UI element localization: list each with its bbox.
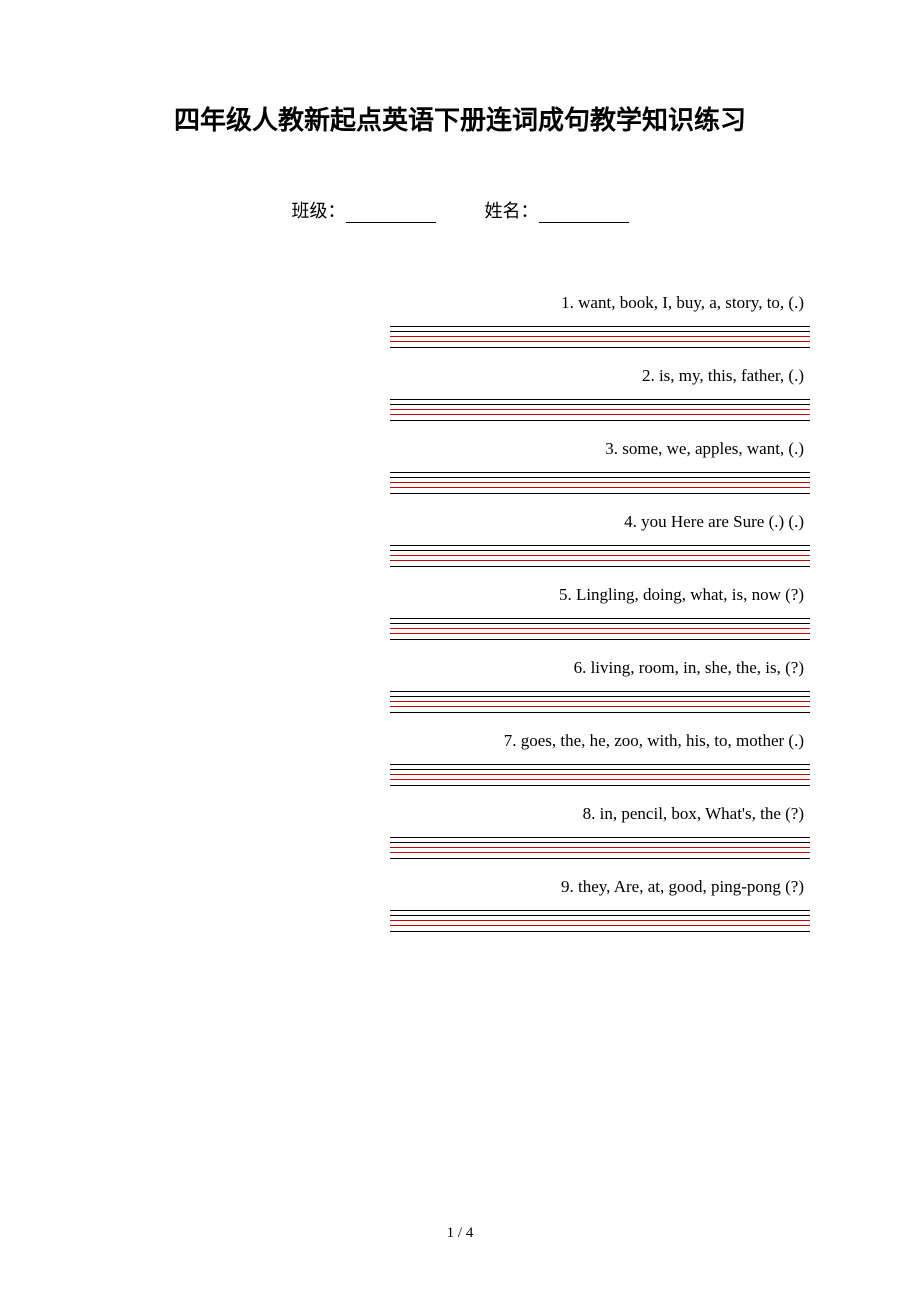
question-text: 4. you Here are Sure (.) (.) bbox=[390, 512, 810, 532]
question-text: 9. they, Are, at, good, ping-pong (?) bbox=[390, 877, 810, 897]
page-number: 1 / 4 bbox=[0, 1225, 920, 1242]
question-text: 5. Lingling, doing, what, is, now (?) bbox=[390, 585, 810, 605]
question-text: 2. is, my, this, father, (.) bbox=[390, 366, 810, 386]
page-title: 四年级人教新起点英语下册连词成句教学知识练习 bbox=[0, 100, 920, 137]
question-text: 3. some, we, apples, want, (.) bbox=[390, 439, 810, 459]
questions-list: 1. want, book, I, buy, a, story, to, (.)… bbox=[390, 293, 810, 932]
answer-lines bbox=[390, 615, 810, 640]
answer-lines bbox=[390, 323, 810, 348]
name-label: 姓名： bbox=[485, 197, 539, 223]
question-item: 4. you Here are Sure (.) (.) bbox=[390, 512, 810, 567]
question-item: 6. living, room, in, she, the, is, (?) bbox=[390, 658, 810, 713]
question-text: 8. in, pencil, box, What's, the (?) bbox=[390, 804, 810, 824]
answer-lines bbox=[390, 834, 810, 859]
class-label: 班级： bbox=[292, 197, 346, 223]
name-blank bbox=[539, 205, 629, 223]
answer-lines bbox=[390, 907, 810, 932]
answer-lines bbox=[390, 396, 810, 421]
answer-lines bbox=[390, 469, 810, 494]
class-blank bbox=[346, 205, 436, 223]
question-text: 6. living, room, in, she, the, is, (?) bbox=[390, 658, 810, 678]
question-item: 9. they, Are, at, good, ping-pong (?) bbox=[390, 877, 810, 932]
question-item: 7. goes, the, he, zoo, with, his, to, mo… bbox=[390, 731, 810, 786]
question-item: 1. want, book, I, buy, a, story, to, (.) bbox=[390, 293, 810, 348]
question-item: 5. Lingling, doing, what, is, now (?) bbox=[390, 585, 810, 640]
question-item: 3. some, we, apples, want, (.) bbox=[390, 439, 810, 494]
student-info-row: 班级： 姓名： bbox=[0, 197, 920, 223]
answer-lines bbox=[390, 688, 810, 713]
question-item: 2. is, my, this, father, (.) bbox=[390, 366, 810, 421]
question-text: 1. want, book, I, buy, a, story, to, (.) bbox=[390, 293, 810, 313]
answer-lines bbox=[390, 761, 810, 786]
answer-lines bbox=[390, 542, 810, 567]
question-item: 8. in, pencil, box, What's, the (?) bbox=[390, 804, 810, 859]
question-text: 7. goes, the, he, zoo, with, his, to, mo… bbox=[390, 731, 810, 751]
